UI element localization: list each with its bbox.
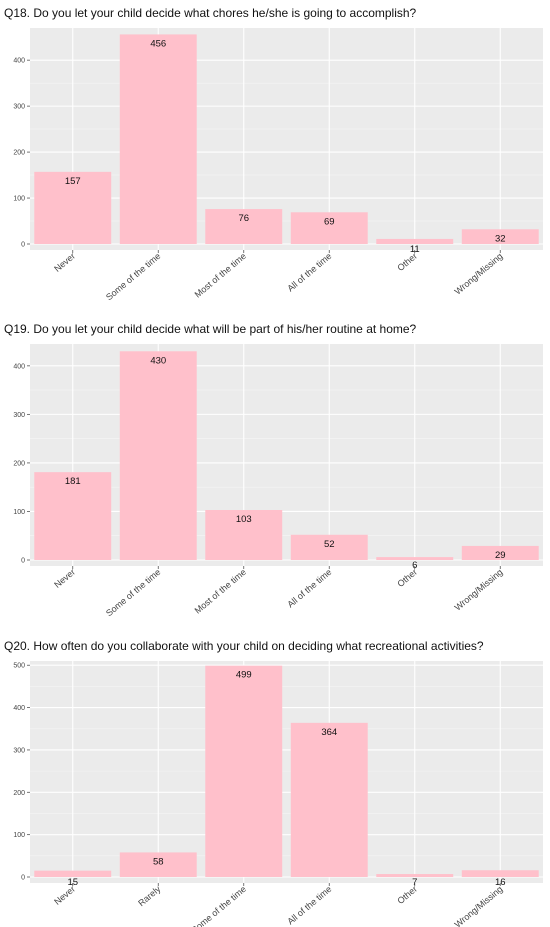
y-tick-label: 400: [13, 58, 25, 65]
bar: [119, 852, 197, 877]
y-tick-label: 200: [13, 790, 25, 797]
x-category-label: Wrong/Missing: [453, 251, 505, 297]
bar: [290, 212, 368, 244]
chart-panel-q19: Q19. Do you let your child decide what w…: [0, 322, 550, 618]
bar: [376, 238, 454, 244]
y-tick-label: 300: [13, 412, 25, 419]
bar-value-label: 456: [150, 38, 166, 49]
bar-value-label: 157: [65, 176, 81, 187]
x-category-label: Some of the time: [104, 251, 163, 302]
y-tick-label: 300: [13, 104, 25, 111]
bar: [290, 722, 368, 877]
chart-title: Q19. Do you let your child decide what w…: [4, 322, 417, 336]
bar-value-label: 58: [153, 856, 164, 867]
x-category-label: Never: [52, 251, 77, 274]
y-tick-label: 0: [21, 242, 25, 249]
chart-title: Q18. Do you let your child decide what c…: [4, 6, 417, 20]
y-tick-label: 200: [13, 460, 25, 467]
y-tick-label: 0: [21, 558, 25, 565]
x-category-label: All of the time: [285, 251, 333, 294]
bar-value-label: 29: [495, 550, 506, 561]
x-category-label: Some of the time: [104, 567, 163, 618]
bar-value-label: 11: [410, 244, 420, 255]
bar-value-label: 364: [321, 727, 337, 738]
bar: [290, 534, 368, 560]
y-tick-label: 0: [21, 875, 25, 882]
bar-value-label: 52: [324, 539, 335, 550]
y-tick-label: 400: [13, 363, 25, 370]
y-tick-label: 200: [13, 150, 25, 157]
bar-value-label: 7: [412, 877, 417, 888]
bar-value-label: 32: [495, 233, 506, 244]
x-category-label: Most of the time: [193, 251, 248, 300]
bar: [461, 229, 539, 244]
bar: [34, 171, 112, 244]
bar: [205, 665, 283, 877]
y-tick-label: 100: [13, 832, 25, 839]
bar-value-label: 76: [238, 213, 249, 224]
bar: [119, 34, 197, 244]
y-tick-label: 300: [13, 747, 25, 754]
y-tick-label: 100: [13, 509, 25, 516]
x-category-label: Some of the time: [189, 884, 248, 927]
x-category-label: Wrong/Missing: [453, 567, 505, 613]
bar: [461, 870, 539, 877]
bar: [119, 351, 197, 560]
chart-panel-q20: Q20. How often do you collaborate with y…: [0, 639, 550, 927]
bar-value-label: 430: [150, 355, 166, 366]
bar-value-label: 181: [65, 476, 81, 487]
x-category-label: All of the time: [285, 884, 333, 927]
x-category-label: Never: [52, 884, 77, 907]
bar-value-label: 6: [412, 560, 417, 571]
plot-panel: [30, 344, 543, 566]
y-tick-label: 500: [13, 663, 25, 670]
bar: [205, 510, 283, 560]
bar-value-label: 499: [236, 670, 252, 681]
x-category-label: Never: [52, 567, 77, 590]
plot-panel: [30, 28, 543, 250]
y-tick-label: 100: [13, 196, 25, 203]
x-category-label: Wrong/Missing: [453, 884, 505, 927]
chart-q18: 0 100 200 300 400 157 Never 456 Some of the time…: [13, 28, 543, 302]
bar-value-label: 103: [236, 514, 252, 525]
bar: [376, 874, 454, 877]
bar: [376, 557, 454, 560]
bar-value-label: 16: [495, 877, 506, 888]
plot-panel: [30, 661, 543, 883]
chart-panel-q18: Q18. Do you let your child decide what c…: [0, 6, 550, 302]
chart-title: Q20. How often do you collaborate with y…: [4, 639, 484, 653]
bar: [461, 545, 539, 560]
x-category-label: Rarely: [136, 884, 163, 909]
x-category-label: All of the time: [285, 567, 333, 610]
bar: [205, 209, 283, 244]
bar-value-label: 69: [324, 216, 335, 227]
bar: [34, 472, 112, 560]
y-tick-label: 400: [13, 705, 25, 712]
bar-value-label: 15: [67, 877, 78, 888]
chart-q19: 0 100 200 300 400 181 Never 430 Some of the time…: [13, 344, 543, 618]
x-category-label: Most of the time: [193, 567, 248, 616]
bar: [34, 870, 112, 877]
